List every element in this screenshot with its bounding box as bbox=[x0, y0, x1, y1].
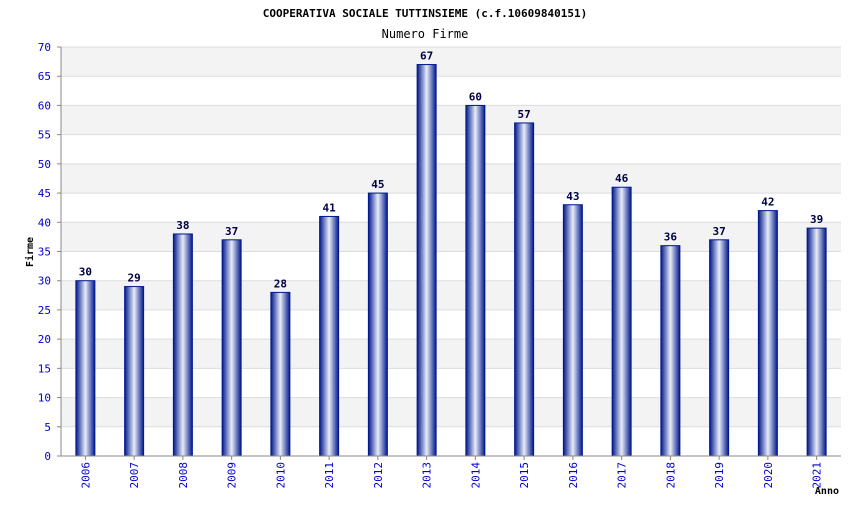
bar bbox=[709, 239, 730, 457]
x-tick-label: 2013 bbox=[421, 462, 434, 489]
data-label: 42 bbox=[761, 196, 774, 209]
y-tick-label: 25 bbox=[38, 304, 51, 317]
bar bbox=[660, 245, 681, 457]
chart-title: COOPERATIVA SOCIALE TUTTINSIEME (c.f.106… bbox=[263, 7, 588, 20]
y-tick-label: 60 bbox=[38, 99, 51, 112]
plot-band bbox=[61, 47, 841, 77]
bar bbox=[270, 291, 291, 457]
x-tick-label: 2021 bbox=[811, 462, 824, 489]
y-tick-label: 5 bbox=[44, 421, 51, 434]
data-label: 39 bbox=[810, 213, 823, 226]
x-tick-label: 2012 bbox=[372, 462, 385, 489]
bars bbox=[75, 64, 827, 457]
x-tick-label: 2011 bbox=[323, 462, 336, 489]
bar bbox=[611, 186, 632, 457]
data-label: 38 bbox=[176, 219, 189, 232]
y-tick-label: 40 bbox=[38, 216, 51, 229]
bar bbox=[757, 210, 778, 457]
bar bbox=[416, 64, 437, 457]
y-axis-label: Firme bbox=[24, 237, 36, 267]
bar bbox=[172, 233, 193, 457]
x-axis-label: Anno bbox=[815, 486, 839, 497]
data-label: 30 bbox=[79, 266, 92, 279]
data-label: 67 bbox=[420, 50, 433, 63]
y-tick-label: 20 bbox=[38, 333, 51, 346]
y-tick-label: 15 bbox=[38, 362, 51, 375]
data-label: 46 bbox=[615, 172, 629, 185]
y-tick-label: 30 bbox=[38, 275, 51, 288]
data-label: 36 bbox=[664, 231, 678, 244]
y-tick-label: 70 bbox=[38, 41, 51, 54]
x-tick-label: 2009 bbox=[226, 462, 239, 489]
bar bbox=[367, 192, 388, 457]
y-tick-label: 55 bbox=[38, 129, 51, 142]
data-labels: 30 29 38 37 28 41 45 67 60 57 43 46 36 37 42 39 bbox=[79, 50, 824, 291]
y-tick-label: 50 bbox=[38, 158, 51, 171]
x-tick-label: 2010 bbox=[274, 462, 287, 489]
chart-subtitle: Numero Firme bbox=[382, 27, 469, 41]
data-label: 29 bbox=[128, 272, 141, 285]
x-axis-ticks: 2006 2007 2008 2009 2010 2011 2012 2013 2014 2015… bbox=[79, 456, 824, 489]
y-tick-label: 35 bbox=[38, 246, 51, 259]
bar bbox=[124, 286, 145, 457]
bar bbox=[562, 204, 583, 457]
data-label: 37 bbox=[713, 225, 726, 238]
data-label: 28 bbox=[274, 277, 287, 290]
bar bbox=[806, 227, 827, 457]
y-tick-label: 0 bbox=[44, 450, 51, 463]
data-label: 60 bbox=[469, 90, 482, 103]
plot-band bbox=[61, 105, 841, 135]
x-tick-label: 2015 bbox=[518, 462, 531, 489]
data-label: 37 bbox=[225, 225, 238, 238]
y-tick-label: 45 bbox=[38, 187, 51, 200]
x-tick-label: 2017 bbox=[616, 462, 629, 489]
data-label: 43 bbox=[566, 190, 579, 203]
x-tick-label: 2020 bbox=[762, 462, 775, 489]
bar bbox=[465, 104, 486, 457]
data-label: 57 bbox=[518, 108, 531, 121]
x-tick-label: 2006 bbox=[79, 462, 92, 489]
x-tick-label: 2019 bbox=[713, 462, 726, 489]
x-tick-label: 2014 bbox=[469, 462, 482, 489]
bar bbox=[514, 122, 535, 457]
data-label: 45 bbox=[371, 178, 384, 191]
plot-band bbox=[61, 163, 841, 194]
y-axis-ticks: 0 5 10 15 20 25 30 35 40 45 50 55 60 65 70 bbox=[38, 41, 61, 463]
y-tick-label: 10 bbox=[38, 392, 51, 405]
bar bbox=[221, 239, 242, 457]
data-label: 41 bbox=[323, 201, 337, 214]
y-tick-label: 65 bbox=[38, 70, 51, 83]
x-tick-label: 2007 bbox=[128, 462, 141, 489]
bar bbox=[319, 215, 340, 457]
x-tick-label: 2016 bbox=[567, 462, 580, 489]
x-tick-label: 2018 bbox=[664, 462, 677, 489]
x-tick-label: 2008 bbox=[177, 462, 190, 489]
bar bbox=[75, 280, 96, 457]
